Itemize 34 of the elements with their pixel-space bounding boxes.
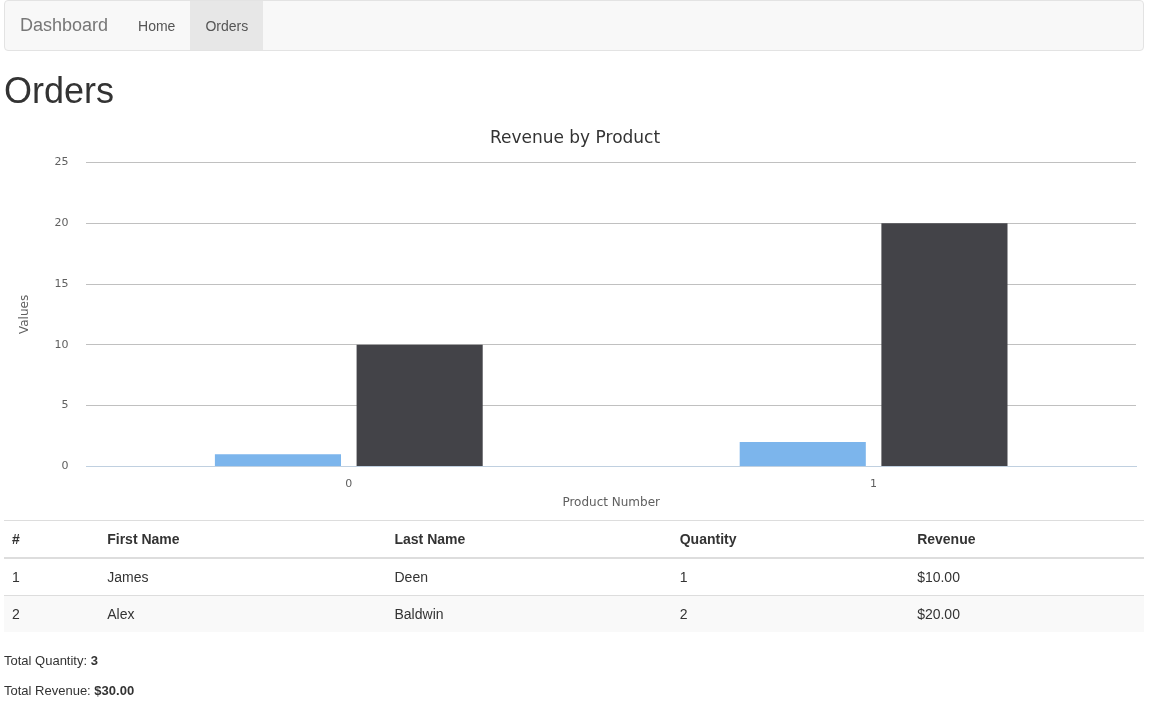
text: Deen (386, 558, 672, 596)
text: James (99, 558, 387, 596)
chart-title: Revenue by Product (489, 126, 661, 147)
y-tick-label: 25 (54, 155, 69, 169)
text: Total Quantity: 3 (4, 653, 98, 668)
y-axis-title: Values (17, 294, 32, 335)
y-tick-label: 15 (54, 276, 69, 290)
x-axis-title: Product Number (562, 494, 661, 509)
text: Last Name (386, 520, 672, 558)
bar (881, 223, 1008, 466)
bar (739, 442, 866, 466)
text: First Name (99, 520, 387, 558)
y-tick-label: 0 (61, 459, 69, 473)
text: 1 (671, 558, 910, 596)
text: Home (137, 16, 177, 36)
bar (356, 344, 483, 466)
bar (214, 454, 342, 466)
text: Total Revenue: $30.00 (4, 683, 135, 698)
text: $20.00 (909, 595, 1144, 632)
text: Alex (99, 595, 387, 632)
text: Dashboard (19, 14, 110, 37)
y-tick-label: 10 (54, 337, 69, 351)
y-tick-label: 5 (61, 398, 69, 412)
text: Baldwin (386, 595, 672, 632)
text: 1 (4, 558, 100, 596)
text: $10.00 (909, 558, 1144, 596)
text: 2 (671, 595, 910, 632)
text: Revenue (909, 520, 1144, 558)
text: Orders (4, 70, 115, 112)
text: Quantity (671, 520, 910, 558)
y-tick-label: 20 (54, 216, 69, 230)
text: # (4, 520, 100, 558)
text: 2 (4, 595, 100, 632)
text: Orders (190, 1, 264, 50)
